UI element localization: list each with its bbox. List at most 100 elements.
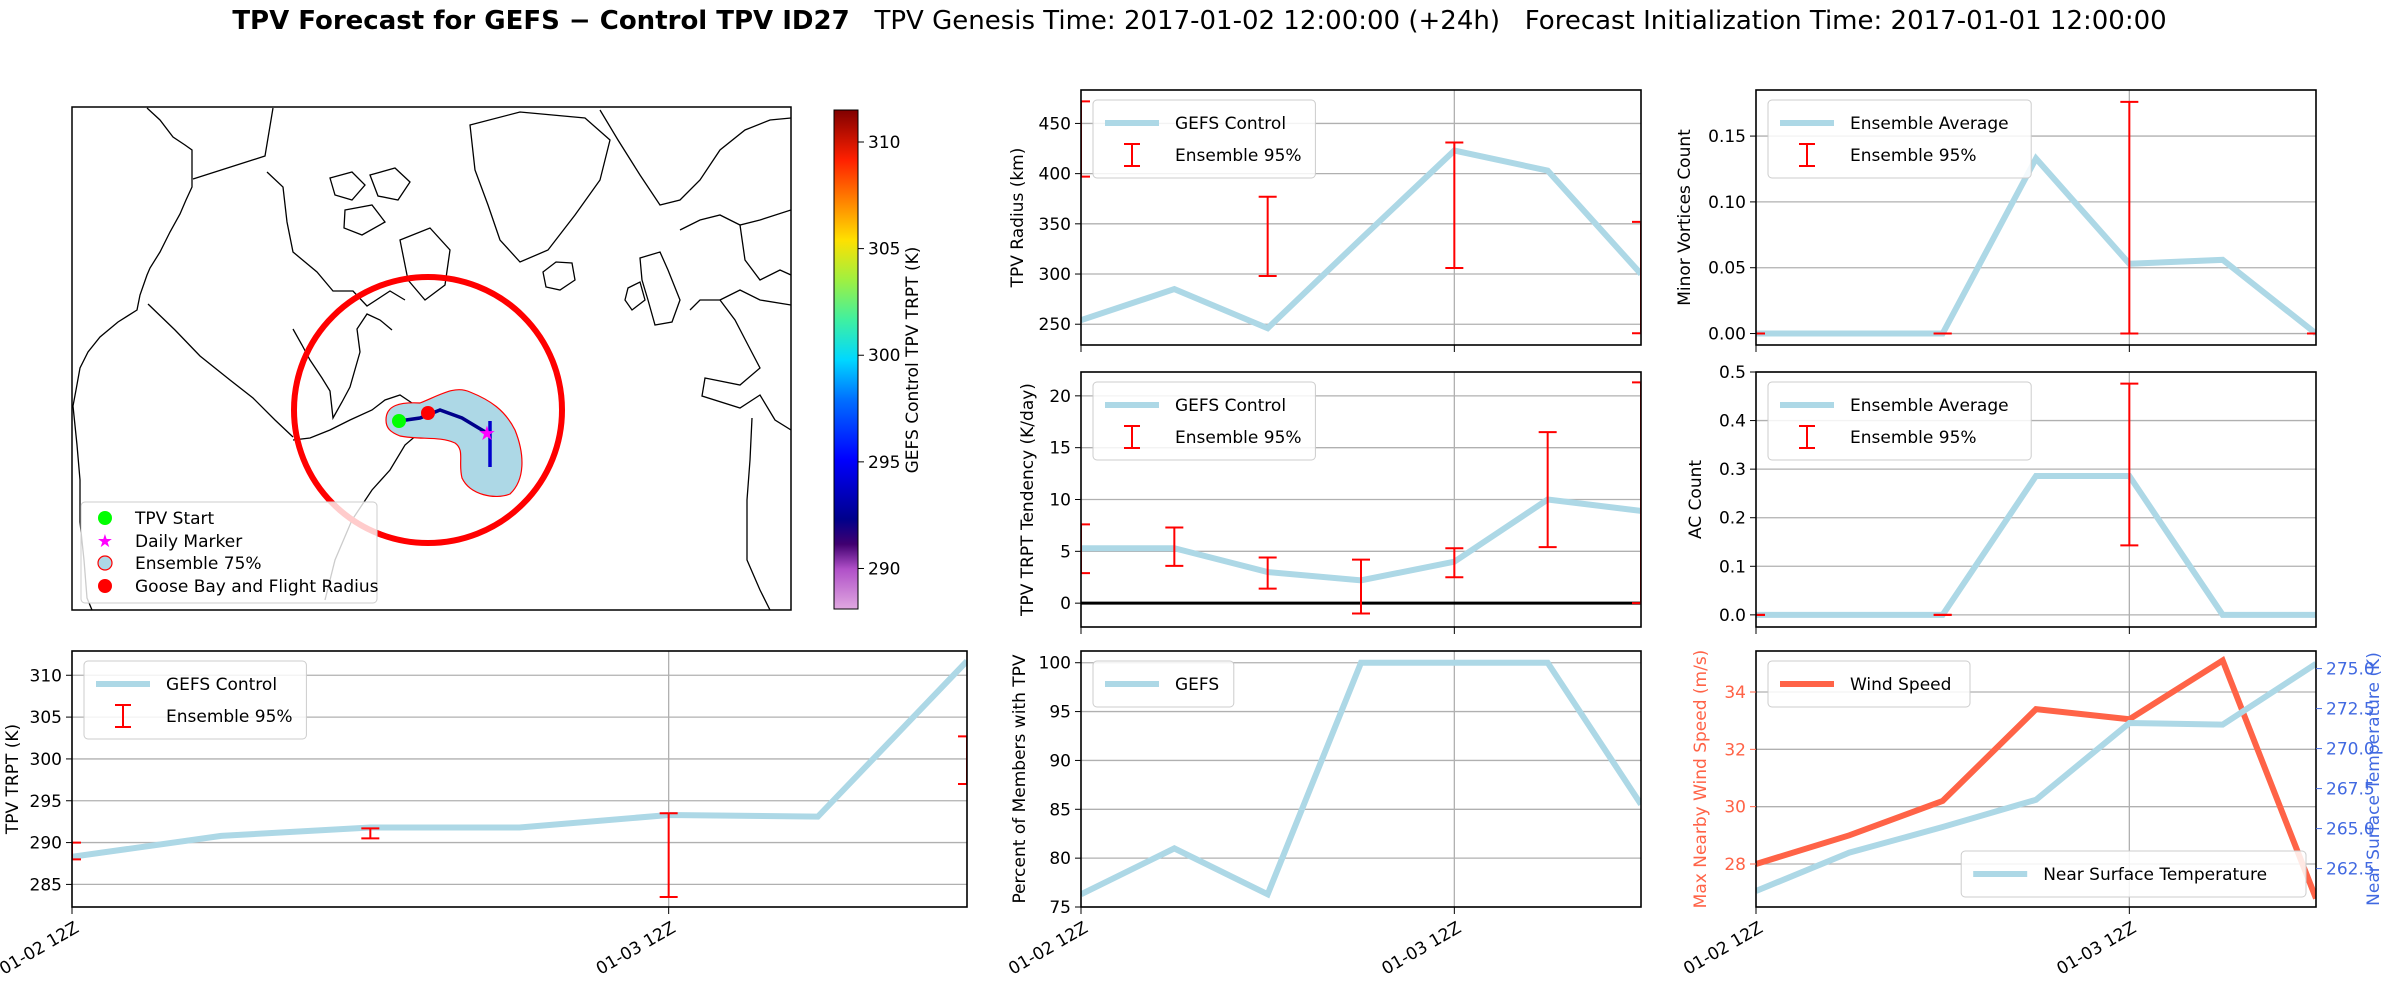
legend: GEFS Control Ensemble 95% [1092, 99, 1316, 179]
arctic-island-1 [329, 171, 366, 201]
y-tick-label: 10 [1049, 491, 1071, 511]
africa-coast [746, 417, 771, 610]
daily-marker-star-icon: ★ [478, 421, 496, 445]
plot-area [1081, 381, 1641, 615]
scandinavia-coast [599, 109, 791, 206]
daily-marker-icon: ★ [97, 531, 113, 552]
error-bar [1258, 556, 1277, 590]
legend-box [1092, 99, 1316, 179]
legend: Ensemble Average Ensemble 95% [1767, 99, 2032, 179]
border-line [192, 107, 274, 180]
canada-arctic-coast [266, 171, 406, 307]
y-tick-label: 0.2 [1719, 509, 1746, 529]
colorbar-gradient [833, 109, 859, 610]
tpv-trpt-chart: 285 290 295 300 305 310 TPV TRPT (K) 01-02 12Z 0… [0, 650, 968, 979]
y-tick-label: 85 [1049, 800, 1071, 820]
y-tick-label: 0 [1060, 594, 1071, 614]
y-tick-label: 5 [1060, 542, 1071, 562]
tpv-trpt-tendency-chart: 0 5 10 15 20 TPV TRPT Tendency (K/day) GEFS Co… [1018, 371, 1642, 634]
legend-label: Ensemble 95% [1850, 146, 1977, 166]
legend-box [1767, 660, 1971, 708]
legend: GEFS Control Ensemble 95% [83, 660, 307, 740]
legend-box [1092, 660, 1235, 708]
error-bar [958, 735, 967, 786]
error-bar [2120, 100, 2139, 335]
tpv-radius-chart: 250 300 350 400 450 TPV Radius (km) GEFS Contr… [1008, 89, 1642, 352]
plot-area [1756, 382, 2316, 618]
legend-errorbar-icon [1799, 143, 1815, 167]
legend-label: Ensemble 95% [1175, 428, 1302, 448]
colorbar-label: GEFS Control TPV TRPT (K) [903, 247, 923, 474]
axes-frame [1755, 89, 2317, 346]
arctic-island-3 [343, 204, 386, 236]
plot-area [1756, 100, 2316, 337]
error-bar [1258, 195, 1277, 278]
y2-tick-label: 270.0 [2326, 740, 2375, 760]
y-tick-label: 15 [1049, 439, 1071, 459]
plot-area [1081, 659, 1641, 899]
y-tick-label: 0.00 [1708, 325, 1746, 345]
y-tick-label: 95 [1049, 703, 1071, 723]
legend-box [1960, 850, 2307, 898]
alaska-coast [72, 107, 193, 610]
europe-borders-2 [719, 289, 791, 306]
title-init-time: Forecast Initialization Time: 2017-01-01… [1524, 6, 2167, 36]
legend-errorbar-icon [115, 704, 131, 728]
y-tick-label: 0.1 [1719, 557, 1746, 577]
map-frame [71, 106, 792, 611]
wind-temperature-chart: 28 30 32 34 Max Nearby Wind Speed (m/s) 262.5… [1680, 650, 2384, 980]
baltic-coast [679, 209, 791, 231]
great-britain [639, 251, 681, 326]
y-tick-label: 0.0 [1719, 606, 1746, 626]
y2-axis-label: Near Surface Temperature (K) [2364, 652, 2384, 906]
y-tick-label: 0.4 [1719, 412, 1746, 432]
axes-frame [71, 650, 968, 908]
legend-label: GEFS Control [166, 675, 277, 695]
axes-frame [1755, 650, 2317, 908]
legend-label: GEFS Control [1175, 396, 1286, 416]
canada-us-border [147, 303, 294, 438]
error-bar [1538, 431, 1557, 549]
flight-radius-circle [291, 274, 565, 546]
y-axis-label: Max Nearby Wind Speed (m/s) [1691, 650, 1711, 909]
minor-vortices-chart: 0.00 0.05 0.10 0.15 Minor Vortices Count Ense… [1675, 89, 2317, 352]
y-tick-label: 30 [1724, 798, 1746, 818]
greenland [469, 111, 611, 263]
axes-frame [1755, 371, 2317, 628]
legend-box [1767, 381, 2032, 461]
legend-ensemble-75: Ensemble 75% [135, 554, 262, 574]
title-main: TPV Forecast for GEFS − Control TPV ID27 [232, 6, 850, 36]
y2-tick-label: 275.0 [2326, 660, 2375, 680]
error-bar [1081, 100, 1090, 178]
legend: Ensemble Average Ensemble 95% [1767, 381, 2032, 461]
legend-label: Ensemble 95% [1850, 428, 1977, 448]
ac-count-chart: 0.0 0.1 0.2 0.3 0.4 0.5 AC Count Ensemble Avera… [1686, 363, 2317, 634]
y-tick-label: 32 [1724, 740, 1746, 760]
x-tick-label: 01-03 12Z [1379, 918, 1465, 979]
error-bar [1632, 220, 1641, 335]
error-bar [1445, 141, 1464, 269]
map-legend: TPV Start ★ Daily Marker Ensemble 75% Go… [80, 501, 379, 604]
iceland [542, 261, 576, 291]
legend-label: Near Surface Temperature [2043, 865, 2267, 885]
map-legend-box [80, 501, 378, 604]
y-tick-label: 75 [1049, 898, 1071, 918]
legend-label: Ensemble Average [1850, 396, 2009, 416]
y-tick-label: 310 [30, 666, 62, 686]
y-tick-label: 250 [1039, 315, 1071, 335]
colorbar-tick-label: 290 [868, 559, 900, 579]
y-tick-label: 34 [1724, 683, 1746, 703]
legend-label: Ensemble 95% [1175, 146, 1302, 166]
y2-tick-label: 265.0 [2326, 820, 2375, 840]
legend-box [1092, 381, 1316, 461]
y-tick-label: 0.05 [1708, 259, 1746, 279]
y-tick-label: 28 [1724, 855, 1746, 875]
legend: GEFS [1092, 660, 1235, 708]
error-bar [1445, 547, 1464, 579]
trpt-colorbar: 290 295 300 305 310 GEFS Control TPV TRPT (K… [833, 109, 923, 610]
legend-label: GEFS [1175, 675, 1219, 695]
colorbar-tick-label: 305 [868, 240, 900, 260]
legend-label: GEFS Control [1175, 114, 1286, 134]
y-tick-label: 0.3 [1719, 460, 1746, 480]
plot-area [72, 658, 967, 898]
